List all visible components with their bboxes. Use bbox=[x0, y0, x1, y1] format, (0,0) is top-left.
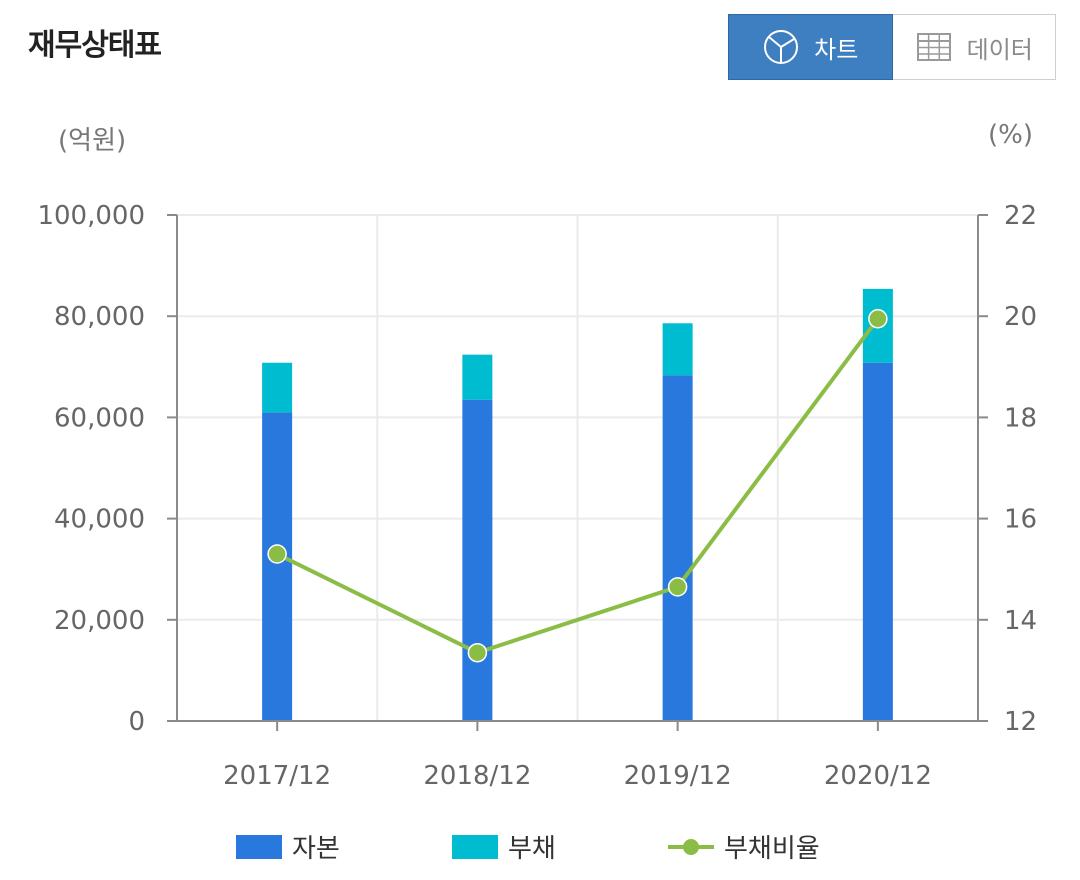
bar-capital bbox=[862, 362, 893, 721]
x-axis-tick-label: 2020/12 bbox=[824, 761, 932, 791]
legend-swatch-ratio bbox=[668, 835, 714, 859]
x-axis-tick-label: 2018/12 bbox=[423, 761, 531, 791]
page-title: 재무상태표 bbox=[28, 28, 162, 63]
bar-capital bbox=[462, 399, 493, 721]
legend-swatch-capital bbox=[236, 834, 282, 859]
chart-view-label: 차트 bbox=[814, 35, 859, 64]
data-view-label: 데이터 bbox=[966, 35, 1033, 64]
chart-legend: 자본 부채 부채비율 bbox=[0, 828, 1080, 872]
legend-item-capital[interactable]: 자본 bbox=[236, 828, 340, 865]
legend-item-ratio[interactable]: 부채비율 bbox=[668, 828, 820, 865]
legend-label-ratio: 부채비율 bbox=[724, 834, 820, 864]
bar-capital bbox=[262, 412, 293, 721]
x-axis-tick-label: 2019/12 bbox=[624, 761, 732, 791]
chart-view-button[interactable]: 차트 bbox=[728, 14, 893, 80]
financial-chart: 0 12 20,000 14 40,000 16 60,000 18 80,000 20 100,0… bbox=[37, 201, 1037, 791]
bar-debt bbox=[662, 323, 693, 376]
legend-label-capital: 자본 bbox=[292, 834, 340, 864]
y-axis-tick-label: 20,000 bbox=[54, 606, 145, 636]
y-axis-tick-label: 40,000 bbox=[54, 505, 145, 535]
legend-item-debt[interactable]: 부채 bbox=[452, 828, 556, 865]
right-axis-unit: (%) bbox=[988, 120, 1033, 150]
bar-debt bbox=[262, 362, 293, 413]
y2-axis-tick-label: 16 bbox=[1004, 505, 1037, 535]
y-axis-tick-label: 100,000 bbox=[37, 201, 145, 231]
ratio-line bbox=[276, 317, 880, 655]
view-toggle: 차트 데이터 bbox=[728, 14, 1056, 80]
ratio-point bbox=[868, 308, 888, 329]
legend-label-debt: 부채 bbox=[508, 834, 556, 864]
y-axis-tick-label: 60,000 bbox=[54, 403, 145, 433]
y2-axis-tick-label: 14 bbox=[1004, 606, 1037, 636]
pie-chart-icon bbox=[762, 28, 800, 66]
y2-axis-tick-label: 22 bbox=[1004, 201, 1037, 231]
bar-debt bbox=[462, 354, 493, 400]
left-axis-unit: (억원) bbox=[58, 126, 127, 156]
y-axis-tick-label: 0 bbox=[128, 707, 145, 737]
ratio-point bbox=[267, 544, 287, 564]
legend-swatch-debt bbox=[452, 834, 498, 859]
data-view-button[interactable]: 데이터 bbox=[892, 14, 1056, 80]
y-axis-tick-label: 80,000 bbox=[54, 302, 145, 332]
y2-axis-tick-label: 20 bbox=[1004, 302, 1037, 332]
bar-capital bbox=[662, 375, 693, 721]
y2-axis-tick-label: 18 bbox=[1004, 403, 1037, 433]
x-axis-tick-label: 2017/12 bbox=[223, 761, 331, 791]
ratio-point bbox=[467, 642, 488, 663]
ratio-point bbox=[667, 577, 688, 597]
y2-axis-tick-label: 12 bbox=[1004, 707, 1037, 737]
table-grid-icon bbox=[915, 28, 953, 66]
